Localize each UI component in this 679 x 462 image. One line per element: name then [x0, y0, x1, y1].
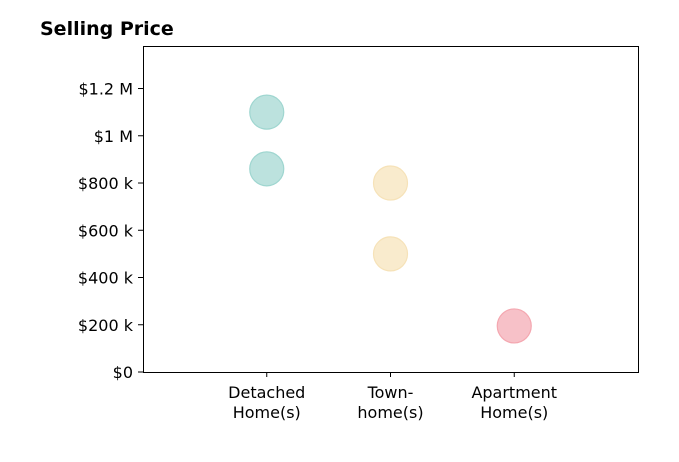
y-tick-label: $800 k	[78, 174, 134, 193]
x-tick-label-line: Detached	[228, 383, 305, 402]
chart-title: Selling Price	[40, 18, 174, 40]
data-point	[372, 236, 409, 272]
x-tick-label-line: Town-	[367, 383, 414, 402]
data-point	[496, 308, 532, 344]
plot-frame	[143, 46, 639, 373]
y-tick-label: $600 k	[78, 221, 134, 240]
y-axis: $0 $200 k $400 k $600 k $800 k $1 M $1.2 M	[78, 80, 143, 382]
y-tick-label: $200 k	[78, 316, 134, 335]
y-tick-label: $1.2 M	[78, 80, 133, 99]
data-point	[372, 165, 409, 201]
x-tick-label-line: Home(s)	[480, 403, 548, 422]
y-tick-label: $1 M	[94, 127, 133, 146]
x-tick-label: Town-home(s)	[357, 383, 423, 422]
x-tick-label-line: home(s)	[357, 403, 423, 422]
y-tick-label: $0	[113, 363, 133, 382]
data-points	[249, 94, 532, 344]
x-tick-label-line: Apartment	[471, 383, 557, 402]
y-tick-label: $400 k	[78, 269, 134, 288]
x-tick-label: Apartment Home(s)	[471, 383, 557, 422]
data-point	[249, 94, 285, 130]
x-axis: Detached Home(s)Town-home(s)Apartment Home…	[228, 372, 557, 422]
x-tick-label: Detached Home(s)	[228, 383, 305, 422]
x-tick-label-line: Home(s)	[233, 403, 301, 422]
data-point	[249, 151, 285, 187]
